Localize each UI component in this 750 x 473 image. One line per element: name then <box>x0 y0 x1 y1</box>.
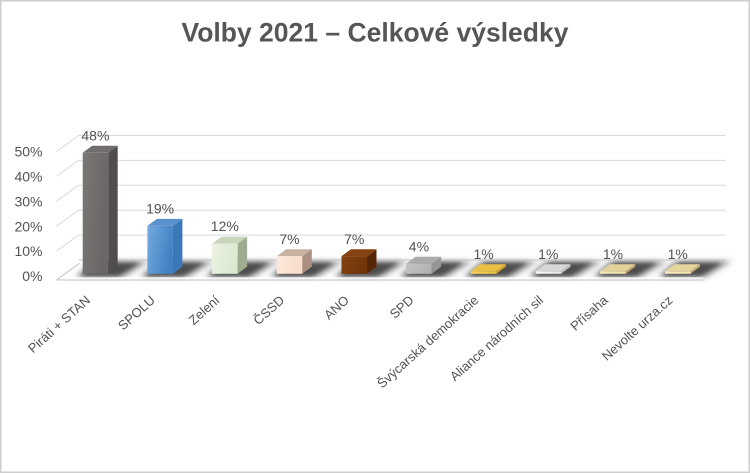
svg-text:1%: 1% <box>538 246 558 262</box>
svg-text:1%: 1% <box>668 246 688 262</box>
svg-text:20%: 20% <box>14 218 42 234</box>
svg-text:30%: 30% <box>14 193 42 209</box>
svg-text:50%: 50% <box>14 144 42 160</box>
svg-text:Volby 2021 – Celkové výsledky: Volby 2021 – Celkové výsledky <box>182 18 569 48</box>
svg-text:7%: 7% <box>344 231 364 247</box>
svg-text:7%: 7% <box>279 231 299 247</box>
svg-text:12%: 12% <box>211 218 239 234</box>
svg-text:1%: 1% <box>603 246 623 262</box>
svg-text:19%: 19% <box>146 201 174 217</box>
svg-text:4%: 4% <box>409 238 429 254</box>
svg-text:40%: 40% <box>14 169 42 185</box>
svg-text:0%: 0% <box>22 268 42 284</box>
svg-text:1%: 1% <box>473 246 493 262</box>
svg-text:10%: 10% <box>14 243 42 259</box>
svg-text:48%: 48% <box>81 127 109 143</box>
